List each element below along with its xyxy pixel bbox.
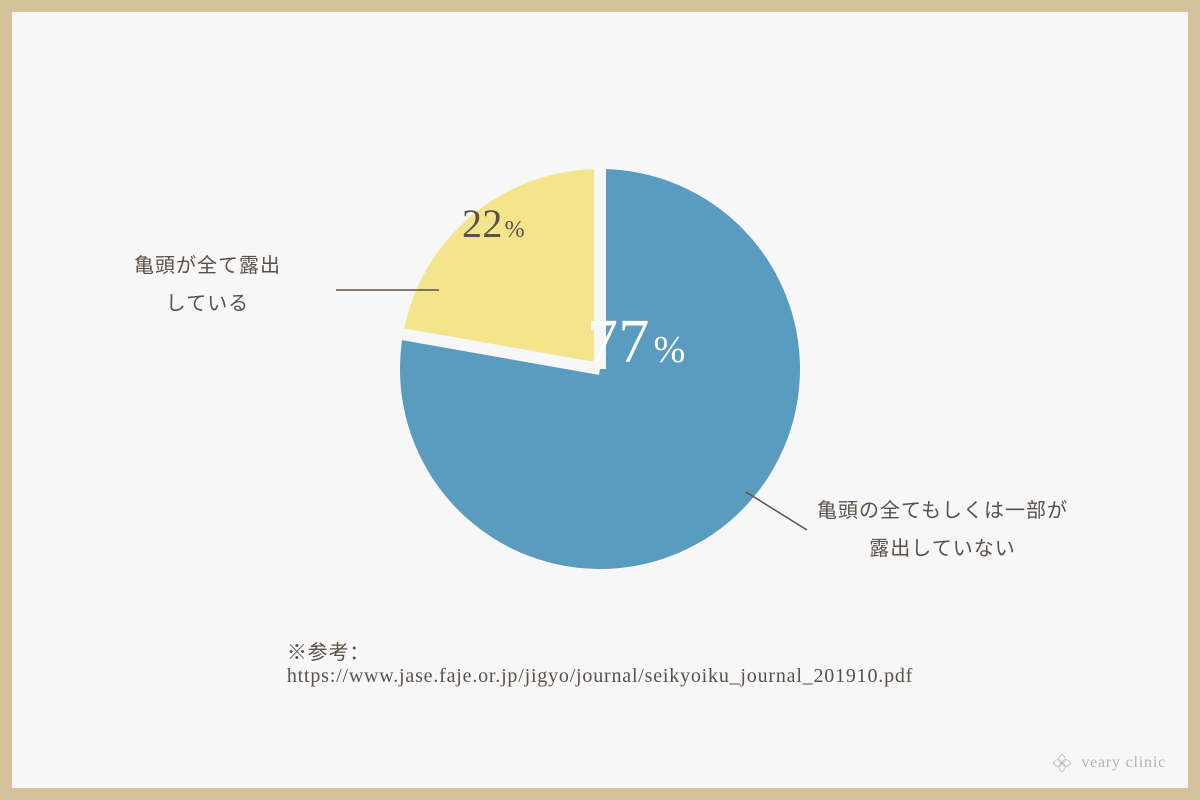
slice-0-label-line1: 亀頭が全て露出 — [134, 247, 281, 285]
slice-0-percent-symbol: % — [505, 217, 525, 243]
brand: veary clinic — [1051, 752, 1166, 774]
slice-1-label: 亀頭の全てもしくは一部が 露出していない — [817, 492, 1068, 568]
slice-0-percent-number: 22 — [462, 201, 503, 246]
outer-frame: 22% 77% 亀頭が全て露出 している 亀頭の全てもしくは一部が 露出していな… — [0, 0, 1200, 800]
brand-name: veary clinic — [1081, 754, 1166, 772]
slice-0-label: 亀頭が全て露出 している — [134, 247, 281, 323]
brand-logo-icon — [1051, 752, 1073, 774]
slice-0-label-line2: している — [134, 285, 281, 323]
slice-0-percent: 22% — [462, 200, 525, 247]
chart-canvas: 22% 77% 亀頭が全て露出 している 亀頭の全てもしくは一部が 露出していな… — [12, 12, 1188, 788]
slice-1-label-line1: 亀頭の全てもしくは一部が — [817, 492, 1068, 530]
slice-1-percent: 77% — [587, 307, 686, 378]
slice-1-percent-symbol: % — [654, 329, 686, 371]
slice-1-label-line2: 露出していない — [817, 530, 1068, 568]
reference-text: ※参考：https://www.jase.faje.or.jp/jigyo/jo… — [287, 636, 913, 688]
slice-1-percent-number: 77 — [587, 308, 650, 376]
